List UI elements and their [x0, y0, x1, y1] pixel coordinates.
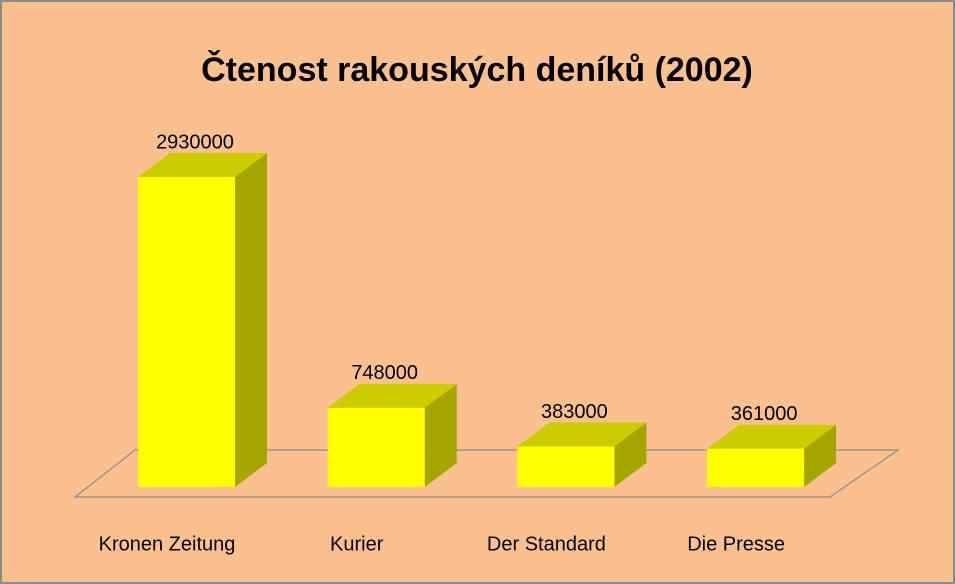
bar-top	[327, 383, 457, 408]
x-tick-label: Der Standard	[487, 533, 606, 555]
bar-top	[517, 422, 647, 447]
x-tick-label: Die Presse	[687, 533, 785, 555]
floor	[73, 449, 900, 498]
bar-side	[424, 383, 457, 487]
bar-top	[707, 424, 837, 449]
data-label: 748000	[351, 362, 418, 384]
x-tick-label: Kurier	[330, 533, 384, 555]
data-label: 2930000	[156, 131, 234, 153]
bar	[707, 448, 805, 487]
bar	[138, 177, 235, 487]
bar-side	[614, 422, 647, 487]
bar-top	[138, 153, 267, 177]
chart-title: Čtenost rakouských deníků (2002)	[201, 50, 753, 89]
data-label: 361000	[731, 403, 798, 425]
bar	[517, 446, 615, 487]
x-tick-label: Kronen Zeitung	[99, 533, 236, 555]
bar-side	[804, 424, 837, 487]
bar	[327, 407, 425, 487]
bar-side	[235, 153, 267, 487]
data-label: 383000	[541, 401, 608, 423]
